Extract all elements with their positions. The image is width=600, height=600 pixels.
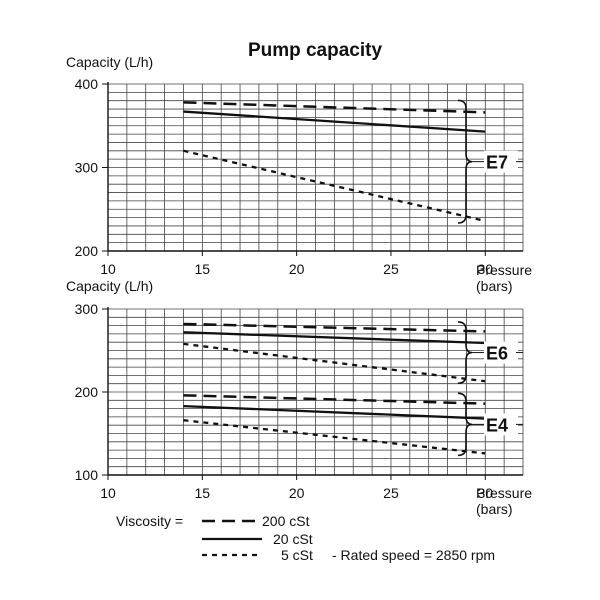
- x-tick-label: 30: [477, 261, 493, 277]
- group-e4: E4: [183, 392, 523, 457]
- y-tick-label: 300: [75, 301, 99, 317]
- series-line-e7-5cst: [183, 149, 486, 223]
- y-axis-label: Capacity (L/h): [66, 278, 153, 294]
- series-line-e6-5cst: [183, 342, 486, 383]
- series-line-e7-20cst: [183, 110, 486, 133]
- y-tick-label: 100: [75, 467, 99, 483]
- x-tick-label: 20: [289, 485, 305, 501]
- group-label-bg: [484, 413, 518, 436]
- grid: [107, 83, 524, 252]
- series-line-e6-200cst: [183, 322, 486, 333]
- legend-label-200cst: 200 cSt: [262, 513, 310, 529]
- group-label: E7: [486, 153, 508, 173]
- legend-label-20cst: 20 cSt: [273, 531, 313, 547]
- x-tick-label: 10: [100, 261, 116, 277]
- legend-note: - Rated speed = 2850 rpm: [332, 547, 495, 563]
- series-line-e4-200cst: [183, 394, 486, 405]
- x-axis-label: Pressure: [476, 262, 532, 278]
- x-axis-label: Pressure: [476, 485, 532, 501]
- group-e6: E6: [183, 321, 523, 385]
- chart-title: Pump capacity: [248, 40, 383, 61]
- y-tick-label: 400: [75, 76, 99, 92]
- legend-label-5cst: 5 cSt: [281, 547, 313, 563]
- x-tick-label: 10: [100, 485, 116, 501]
- y-tick-label: 200: [75, 243, 99, 259]
- x-tick-label: 25: [383, 261, 399, 277]
- x-axis-unit: (bars): [476, 501, 513, 517]
- group-e7: E7: [183, 99, 523, 224]
- group-label: E4: [486, 415, 508, 435]
- x-tick-label: 15: [195, 485, 211, 501]
- y-axis-label: Capacity (L/h): [66, 54, 153, 70]
- series-line-e4-5cst: [183, 419, 486, 455]
- x-axis-unit: (bars): [476, 278, 513, 294]
- series-line-e7-200cst: [183, 101, 486, 114]
- chart-panel-e7: 200 300 400 10 15 20 25 30 Capacity (L/h) Pressur…: [66, 54, 532, 294]
- group-label-bg: [484, 341, 518, 364]
- x-tick-label: 30: [477, 485, 493, 501]
- chart-panel-e6-e4: 100 200 300 10 15 20 25 30 Capacity (L/h) Pressur…: [66, 278, 532, 517]
- series-line-e6-20cst: [183, 331, 486, 345]
- x-tick-label: 25: [383, 485, 399, 501]
- grid: [107, 308, 524, 476]
- x-tick-label: 15: [195, 261, 211, 277]
- y-tick-label: 300: [75, 160, 99, 176]
- group-brace: [457, 99, 473, 224]
- legend: Viscosity = 200 cSt 20 cSt 5 cSt - Rated…: [116, 513, 495, 563]
- y-tick-label: 200: [75, 384, 99, 400]
- group-label-bg: [484, 150, 518, 173]
- x-tick-label: 20: [289, 261, 305, 277]
- group-label: E6: [486, 344, 508, 364]
- series-line-e4-20cst: [183, 404, 486, 420]
- legend-prefix: Viscosity =: [116, 513, 183, 529]
